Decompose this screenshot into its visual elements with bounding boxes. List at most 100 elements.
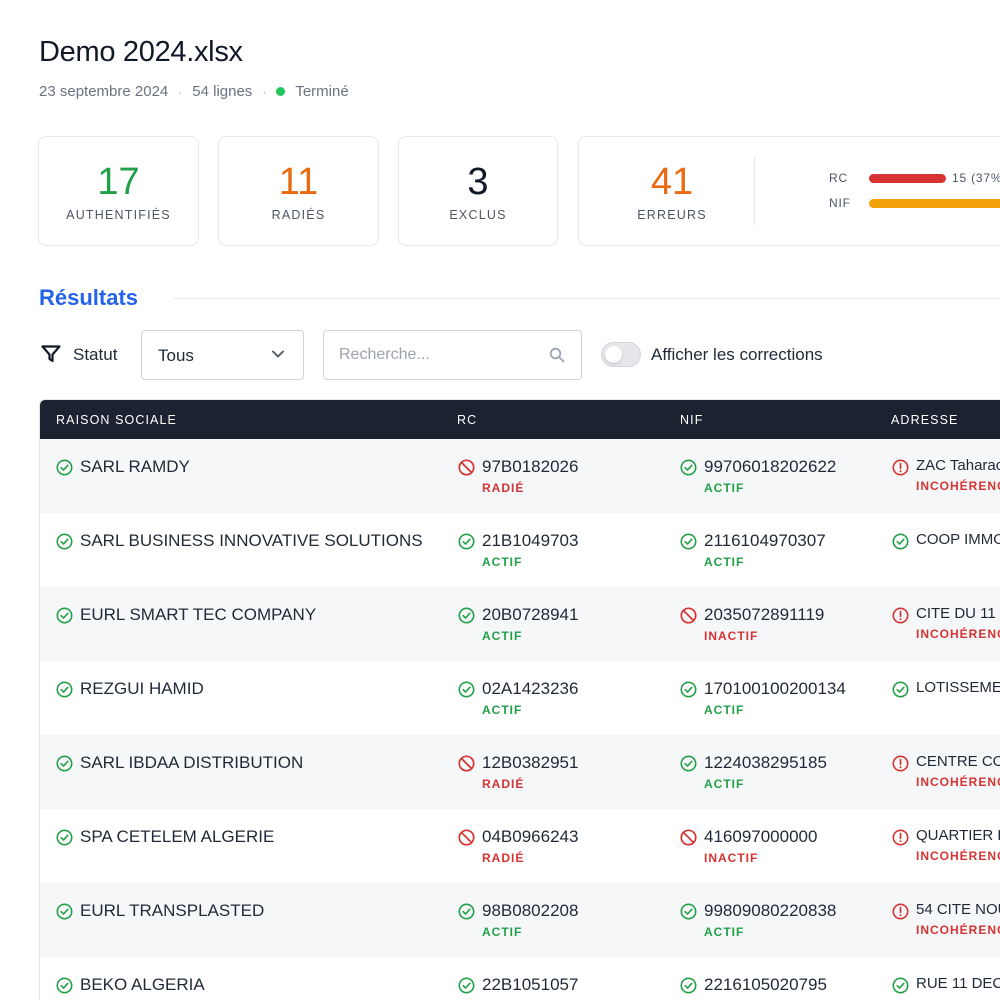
table-row[interactable]: SARL IBDAA DISTRIBUTION 12B0382951 RADIÉ 12… [40,735,1000,809]
stat-label: AUTHENTIFIÉS [66,208,171,222]
table-row[interactable]: EURL SMART TEC COMPANY 20B0728941 ACTIF 203… [40,587,1000,661]
check-circle-icon [680,459,697,476]
check-circle-icon [892,533,909,550]
check-circle-icon [680,533,697,550]
stat-label: RADIÉS [271,208,326,222]
search-input[interactable] [339,344,539,366]
check-circle-icon [56,681,73,698]
chevron-down-icon [271,350,285,358]
rc-status-badge: RADIÉ [482,777,525,791]
rc-status-badge: ACTIF [482,703,523,717]
column-header[interactable]: RC [457,413,478,427]
nif-status-badge: ACTIF [704,703,745,717]
rc-number: 98B0802208 [482,901,579,920]
page-title: Demo 2024.xlsx [39,36,243,68]
address-text: CENTRE COI [916,753,1000,770]
stat-card-errors: 41 ERREURS RC 15 (37% NIF [578,136,1000,246]
alert-circle-icon [892,829,909,846]
nif-number: 99706018202622 [704,457,837,476]
status-filter-value: Tous [158,346,194,365]
column-header[interactable]: ADRESSE [891,413,959,427]
nif-status-badge: ACTIF [704,925,745,939]
check-circle-icon [680,681,697,698]
rc-number: 02A1423236 [482,679,579,698]
section-divider [174,298,1000,299]
check-circle-icon [56,755,73,772]
error-bar-fill [869,173,946,183]
rc-number: 21B1049703 [482,531,579,550]
company-name: SARL IBDAA DISTRIBUTION [80,753,304,772]
nif-status-badge: ACTIF [704,555,745,569]
check-circle-icon [680,903,697,920]
nif-number: 2035072891119 [704,605,825,624]
check-circle-icon [458,533,475,550]
error-bar-fill [869,198,1000,208]
rc-number: 04B0966243 [482,827,579,846]
check-circle-icon [458,903,475,920]
check-circle-icon [892,977,909,994]
column-header[interactable]: NIF [680,413,704,427]
table-row[interactable]: SARL RAMDY 97B0182026 RADIÉ 99706018202622 A… [40,439,1000,513]
address-status-badge: INCOHÉRENC [916,775,1000,789]
address-text: RUE 11 DEC [916,975,1000,992]
check-circle-icon [56,903,73,920]
stat-card-excluded: 3 EXCLUS [398,136,558,246]
rc-number: 20B0728941 [482,605,579,624]
corrections-toggle[interactable] [601,342,641,367]
stat-value: 17 [97,161,140,203]
nif-number: 170100100200134 [704,679,846,698]
alert-circle-icon [892,755,909,772]
check-circle-icon [458,681,475,698]
check-circle-icon [56,459,73,476]
rc-status-badge: RADIÉ [482,851,525,865]
filter-icon [41,345,61,363]
ban-icon [458,459,475,476]
corrections-toggle-label: Afficher les corrections [651,345,823,364]
company-name: SARL RAMDY [80,457,190,476]
stat-card-radies: 11 RADIÉS [218,136,379,246]
meta-separator: · [178,84,183,99]
rc-status-badge: ACTIF [482,925,523,939]
status-text: Terminé [295,83,349,100]
column-header[interactable]: RAISON SOCIALE [56,413,177,427]
alert-circle-icon [892,459,909,476]
nif-status-badge: INACTIF [704,629,759,643]
ban-icon [458,829,475,846]
nif-number: 2216105020795 [704,975,827,994]
nif-number: 416097000000 [704,827,818,846]
toggle-knob [605,346,622,363]
error-bar-label: NIF [829,196,851,210]
status-filter-select[interactable]: Tous [141,330,304,380]
table-row[interactable]: EURL TRANSPLASTED 98B0802208 ACTIF 99809080… [40,883,1000,957]
company-name: REZGUI HAMID [80,679,204,698]
file-date: 23 septembre 2024 [39,83,169,100]
nif-number: 99809080220838 [704,901,837,920]
address-text: ZAC Taharac [916,457,1000,474]
table-row[interactable]: SARL BUSINESS INNOVATIVE SOLUTIONS 21B104… [40,513,1000,587]
company-name: BEKO ALGERIA [80,975,205,994]
address-status-badge: INCOHÉRENC [916,849,1000,863]
table-row[interactable]: SPA CETELEM ALGERIE 04B0966243 RADIÉ 416097… [40,809,1000,883]
search-box[interactable] [323,330,582,380]
check-circle-icon [56,977,73,994]
table-row[interactable]: BEKO ALGERIA22B1051057ACTIF2216105020795… [40,957,1000,1000]
address-status-badge: INCOHÉRENC [916,923,1000,937]
check-circle-icon [458,977,475,994]
error-bar-nif: NIF [829,196,1000,210]
address-text: COOP IMMO [916,531,1000,548]
rc-status-badge: ACTIF [482,555,523,569]
alert-circle-icon [892,903,909,920]
rc-status-badge: RADIÉ [482,481,525,495]
error-bar-label: RC [829,171,848,185]
table-row[interactable]: REZGUI HAMID 02A1423236 ACTIF 1701001002001… [40,661,1000,735]
check-circle-icon [458,607,475,624]
status-dot-icon [276,87,286,96]
stat-value: 11 [278,161,319,203]
file-meta: 23 septembre 2024 · 54 lignes · Terminé [39,83,349,100]
check-circle-icon [892,681,909,698]
company-name: EURL SMART TEC COMPANY [80,605,317,624]
stat-label: EXCLUS [449,208,507,222]
divider [754,157,755,225]
address-text: CITE DU 11 D [916,605,1000,622]
ban-icon [458,755,475,772]
